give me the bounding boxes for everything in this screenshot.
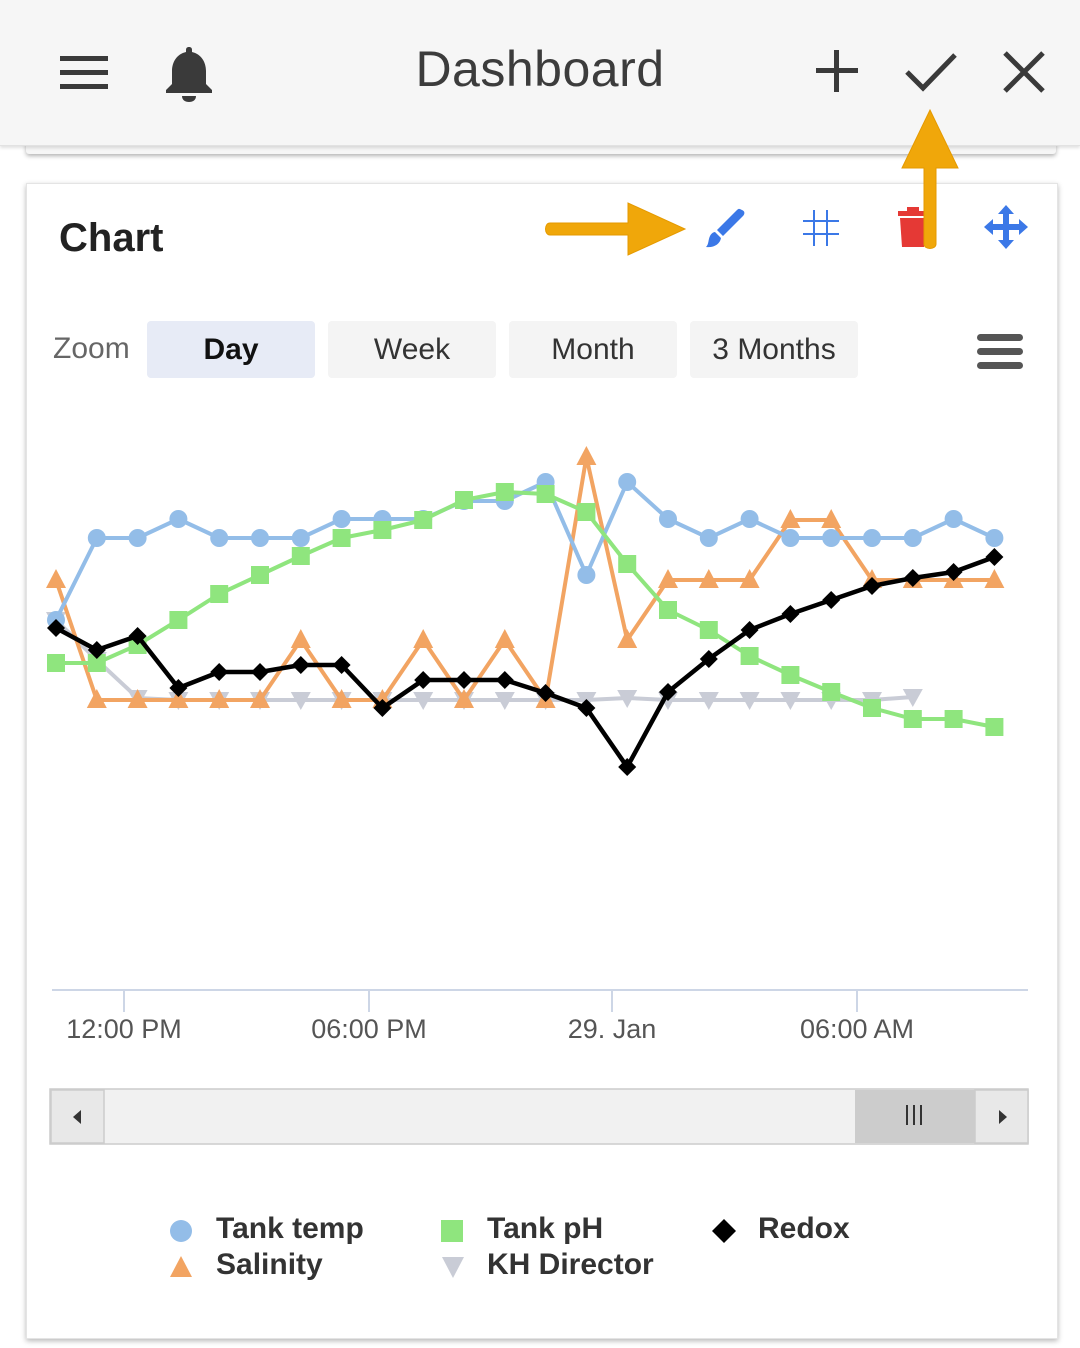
legend-label: Tank pH: [487, 1212, 604, 1245]
menu-icon[interactable]: [60, 56, 110, 90]
plus-icon[interactable]: [814, 48, 860, 94]
zoom-month-button[interactable]: Month: [509, 321, 677, 378]
move-icon[interactable]: [983, 204, 1029, 250]
chart-context-menu-icon[interactable]: [977, 334, 1023, 370]
zoom-label: Zoom: [53, 332, 130, 365]
zoom-3-months-button[interactable]: 3 Months: [690, 321, 858, 378]
zoom-day-button[interactable]: Day: [147, 321, 315, 378]
annotation-arrow-up: [901, 108, 959, 249]
legend-label: Redox: [758, 1212, 850, 1245]
annotation-arrow-right: [545, 202, 687, 256]
legend-label: KH Director: [487, 1248, 654, 1281]
check-icon[interactable]: [904, 50, 958, 92]
triangle-marker-icon: [170, 1256, 192, 1277]
paintbrush-icon[interactable]: [702, 206, 748, 252]
chart-card: Chart Zoom Day Week Month 3 Months: [26, 183, 1058, 1339]
legend-label: Tank temp: [216, 1212, 364, 1245]
page-title: Dashboard: [415, 41, 665, 97]
triangle-down-marker-icon: [442, 1257, 464, 1278]
zoom-week-button[interactable]: Week: [328, 321, 496, 378]
close-icon[interactable]: [1002, 50, 1046, 94]
circle-marker-icon: [170, 1220, 192, 1242]
bell-icon[interactable]: [163, 45, 215, 103]
app-bar: Dashboard: [0, 0, 1080, 146]
grid-icon[interactable]: [801, 208, 841, 248]
square-marker-icon: [441, 1220, 463, 1242]
trash-icon[interactable]: [895, 206, 931, 248]
card-title: Chart: [59, 216, 164, 260]
legend-label: Salinity: [216, 1248, 323, 1281]
diamond-marker-icon: [712, 1219, 736, 1243]
